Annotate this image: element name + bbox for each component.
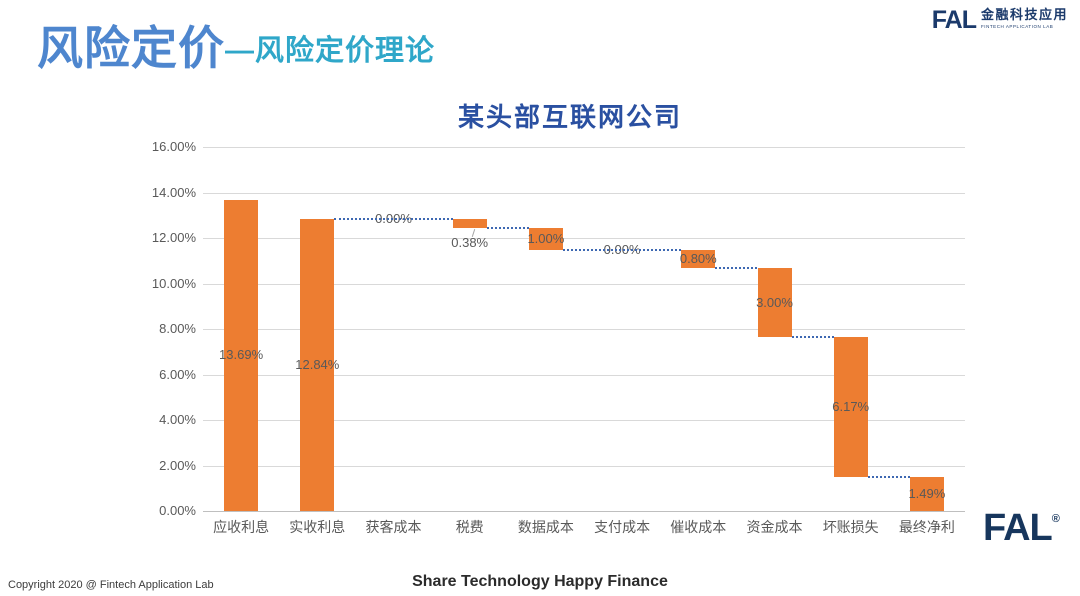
waterfall-bar (224, 199, 259, 511)
y-axis-tick-label: 2.00% (159, 457, 196, 473)
y-axis-tick-label: 12.00% (151, 230, 196, 245)
gridline (203, 465, 965, 467)
connector-line (334, 217, 453, 220)
x-axis-category-label: 数据成本 (517, 519, 574, 535)
waterfall-bar (452, 218, 487, 228)
registered-mark-icon: ® (1051, 513, 1060, 525)
bar-value-label: 3.00% (756, 294, 793, 310)
y-axis-tick-label: 4.00% (159, 412, 196, 427)
x-axis-category-label: 税费 (455, 519, 484, 535)
x-axis-category-label: 实收利息 (289, 519, 346, 535)
bar-value-label: 0.80% (679, 251, 717, 267)
bar-value-label: 12.84% (295, 356, 340, 372)
page-title: 风险定价 (37, 22, 225, 74)
waterfall-bar (909, 477, 944, 511)
gridline (203, 238, 965, 239)
gridline (203, 420, 965, 421)
bar-value-label: 0.38% (451, 234, 489, 250)
bar-value-label: 6.17% (832, 398, 870, 414)
waterfall-bar (757, 268, 792, 337)
x-axis-category-label: 支付成本 (594, 519, 651, 535)
y-axis-tick-label: 10.00% (151, 275, 196, 291)
waterfall-bar (528, 227, 563, 251)
x-axis-category-label: 应收利息 (213, 519, 270, 535)
gridline (203, 511, 965, 512)
y-axis-tick-label: 6.00% (159, 366, 196, 382)
chart-title: 某头部互联网公司 (457, 102, 682, 132)
connector-line (562, 249, 682, 252)
y-axis-tick-label: 14.00% (151, 184, 196, 200)
x-axis-category-label: 最终净利 (898, 519, 955, 535)
waterfall-bar (681, 250, 716, 269)
fal-logo-caption-en: FINTECH APPLICATION LAB (980, 24, 1054, 30)
connector-line (486, 226, 529, 229)
page-header: 风险定价 —风险定价理论 (37, 22, 436, 74)
fal-logo-top: FAL 金融科技应用 FINTECH APPLICATION LAB (931, 6, 1068, 34)
footer-slogan: Share Technology Happy Finance (412, 573, 668, 590)
gridline (203, 329, 965, 330)
x-axis-category-label: 催收成本 (670, 519, 727, 535)
x-axis-category-label: 资金成本 (746, 519, 803, 535)
footer-copyright: Copyright 2020 @ Fintech Application Lab (8, 579, 214, 591)
connector-line (867, 476, 910, 479)
waterfall-bar (300, 218, 335, 511)
fal-logo-bottom: FAL® (983, 509, 1060, 547)
gridline (203, 147, 965, 148)
fal-logo-bottom-text: FAL (983, 507, 1053, 549)
bar-value-label: 13.69% (219, 347, 264, 363)
x-axis-category-label: 获客成本 (365, 519, 422, 535)
connector-line (791, 335, 834, 338)
connector-line (715, 267, 758, 270)
page-subtitle: —风险定价理论 (225, 35, 436, 68)
fal-logo-caption-cn: 金融科技应用 (980, 7, 1068, 22)
bar-value-label: 1.00% (527, 230, 565, 246)
fal-logo-caption: 金融科技应用 FINTECH APPLICATION LAB (980, 7, 1068, 30)
y-axis-tick-label: 8.00% (159, 321, 196, 336)
gridline (203, 283, 965, 285)
fal-logo-text: FAL (931, 6, 977, 34)
bar-value-label: 1.49% (908, 486, 946, 502)
gridline (203, 192, 965, 194)
gridline (203, 374, 965, 376)
y-axis-tick-label: 0.00% (159, 503, 196, 518)
y-axis-tick-label: 16.00% (151, 139, 196, 154)
waterfall-bar (833, 336, 868, 478)
x-axis-category-label: 坏账损失 (822, 519, 879, 535)
